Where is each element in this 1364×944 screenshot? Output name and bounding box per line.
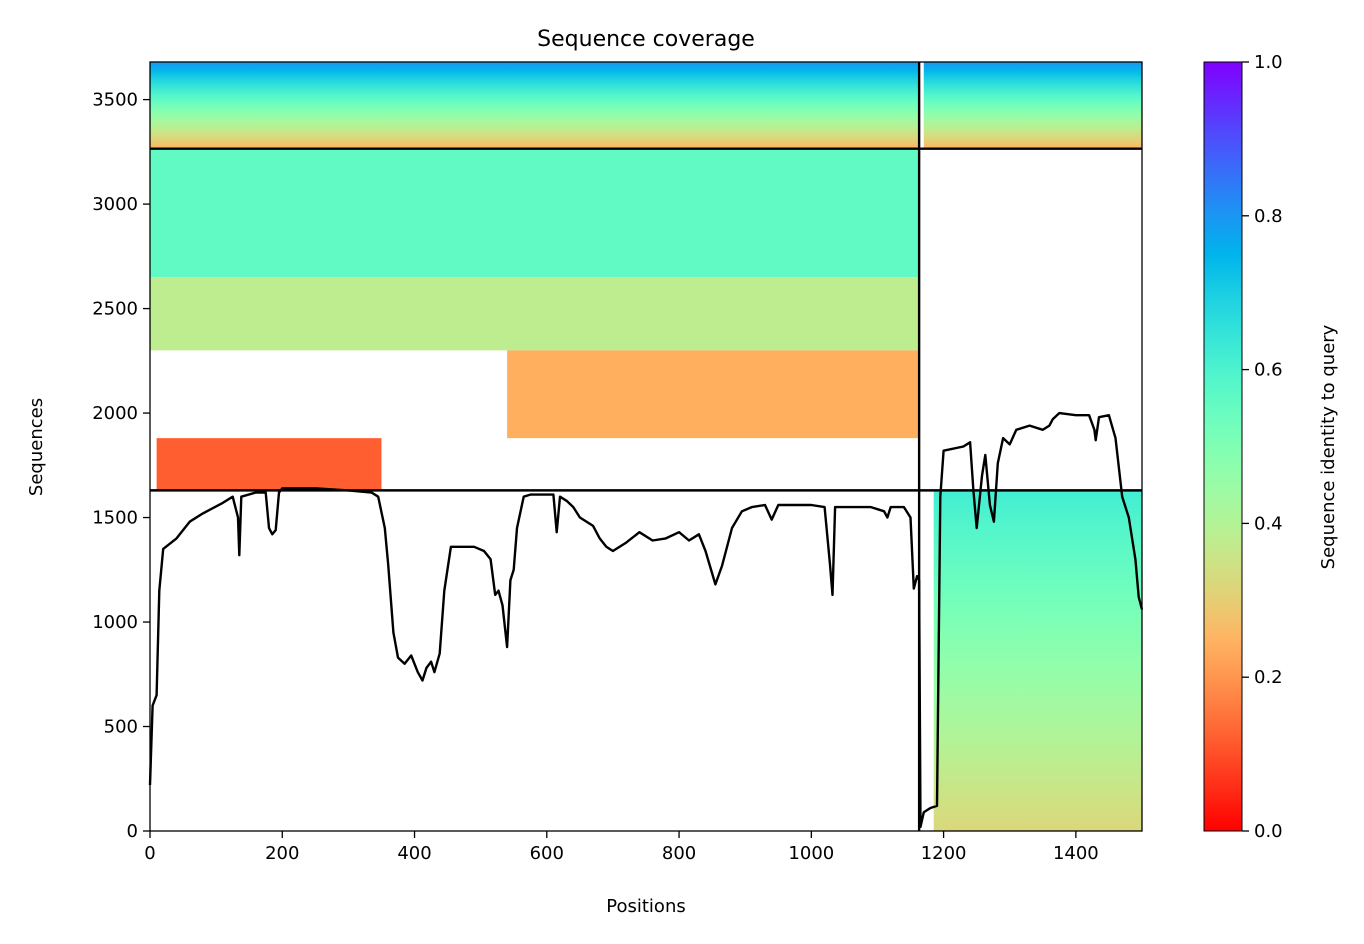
- coverage-block: [933, 490, 1142, 831]
- x-axis-label: Positions: [606, 896, 685, 917]
- x-tick-label: 400: [397, 843, 431, 864]
- y-axis: 0 500 1000 1500 2000 2500 3000 3500: [92, 90, 150, 842]
- coverage-block: [507, 350, 920, 439]
- x-tick-label: 200: [265, 843, 299, 864]
- colorbar-gradient: [1203, 61, 1243, 832]
- coverage-heatmap: [150, 62, 1142, 831]
- coverage-block: [150, 148, 920, 278]
- colorbar-tick-label: 0.2: [1254, 667, 1283, 688]
- x-tick-label: 600: [530, 843, 564, 864]
- coverage-block: [150, 277, 920, 351]
- y-tick-label: 2000: [92, 403, 138, 424]
- y-tick-label: 500: [104, 717, 138, 738]
- x-tick-label: 1000: [788, 843, 834, 864]
- x-tick-label: 1400: [1053, 843, 1099, 864]
- colorbar-tick-label: 1.0: [1254, 52, 1283, 73]
- colorbar: 0.0 0.2 0.4 0.6 0.8 1.0 Sequence identity to …: [1203, 52, 1339, 842]
- coverage-block: [923, 62, 1142, 149]
- coverage-block: [150, 62, 920, 149]
- coverage-block: [156, 438, 382, 491]
- y-tick-label: 0: [127, 821, 138, 842]
- y-tick-label: 2500: [92, 299, 138, 320]
- colorbar-tick-label: 0.4: [1254, 513, 1283, 534]
- x-tick-label: 800: [662, 843, 696, 864]
- plot-frame: [149, 61, 1143, 832]
- plot-area: [148, 61, 1144, 832]
- y-axis-label: Sequences: [26, 398, 47, 496]
- colorbar-ticks: 0.0 0.2 0.4 0.6 0.8 1.0: [1242, 52, 1283, 842]
- chart-title: Sequence coverage: [537, 27, 755, 52]
- x-axis: 0 200 400 600 800 1000 1200 1400: [144, 831, 1099, 864]
- y-tick-label: 3500: [92, 90, 138, 111]
- y-tick-label: 1500: [92, 508, 138, 529]
- colorbar-tick-label: 0.8: [1254, 206, 1283, 227]
- y-tick-label: 1000: [92, 612, 138, 633]
- y-tick-label: 3000: [92, 194, 138, 215]
- colorbar-label: Sequence identity to query: [1318, 324, 1339, 569]
- colorbar-tick-label: 0.6: [1254, 360, 1283, 381]
- chain-boundary-layer: [150, 62, 1142, 831]
- colorbar-tick-label: 0.0: [1254, 821, 1283, 842]
- x-tick-label: 1200: [921, 843, 967, 864]
- x-tick-label: 0: [144, 843, 155, 864]
